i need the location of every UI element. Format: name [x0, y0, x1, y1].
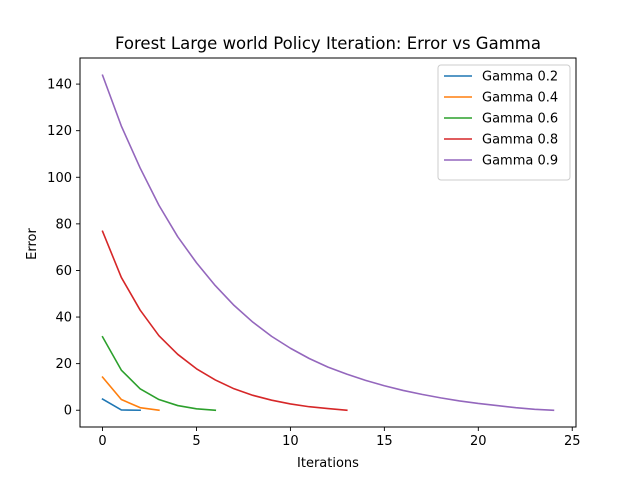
- plot-frame: [79, 57, 577, 428]
- series-line-3: [101, 230, 348, 412]
- legend-label-1: Gamma 0.4: [482, 91, 558, 106]
- x-tick-label-2: 10: [282, 434, 299, 449]
- series-line-0: [101, 397, 141, 412]
- y-tick-label-7: 140: [47, 78, 72, 93]
- legend-label-4: Gamma 0.9: [482, 154, 558, 169]
- y-tick-label-3: 60: [55, 264, 72, 279]
- y-tick-label-0: 0: [64, 404, 72, 419]
- legend-label-3: Gamma 0.8: [482, 133, 558, 148]
- legend: Gamma 0.2 Gamma 0.4 Gamma 0.6 Gamma 0.8 Gamm…: [437, 64, 571, 181]
- x-tick-label-1: 5: [192, 434, 200, 449]
- x-axis-label: Iterations: [297, 456, 359, 471]
- y-tick-label-2: 40: [55, 311, 72, 326]
- series-line-4: [101, 74, 555, 412]
- series-line-2: [101, 335, 217, 412]
- x-tick-label-3: 15: [376, 434, 393, 449]
- x-tick-label-4: 20: [470, 434, 487, 449]
- y-tick-label-4: 80: [55, 217, 72, 232]
- x-tick-label-0: 0: [98, 434, 106, 449]
- legend-label-0: Gamma 0.2: [482, 70, 558, 85]
- legend-label-2: Gamma 0.6: [482, 112, 558, 127]
- y-tick-label-6: 120: [47, 124, 72, 139]
- y-axis-ticks: 0 20 40 60 80 100 120 140: [47, 78, 80, 419]
- y-axis-label: Error: [25, 228, 40, 260]
- chart-title: Forest Large world Policy Iteration: Err…: [115, 34, 541, 53]
- x-tick-label-5: 25: [564, 434, 581, 449]
- series-line-1: [101, 376, 160, 412]
- plot-lines: [101, 74, 555, 412]
- x-axis-ticks: 0 5 10 15 20 25: [98, 427, 581, 449]
- legend-box: [437, 64, 571, 181]
- y-tick-label-5: 100: [47, 171, 72, 186]
- y-tick-label-1: 20: [55, 357, 72, 372]
